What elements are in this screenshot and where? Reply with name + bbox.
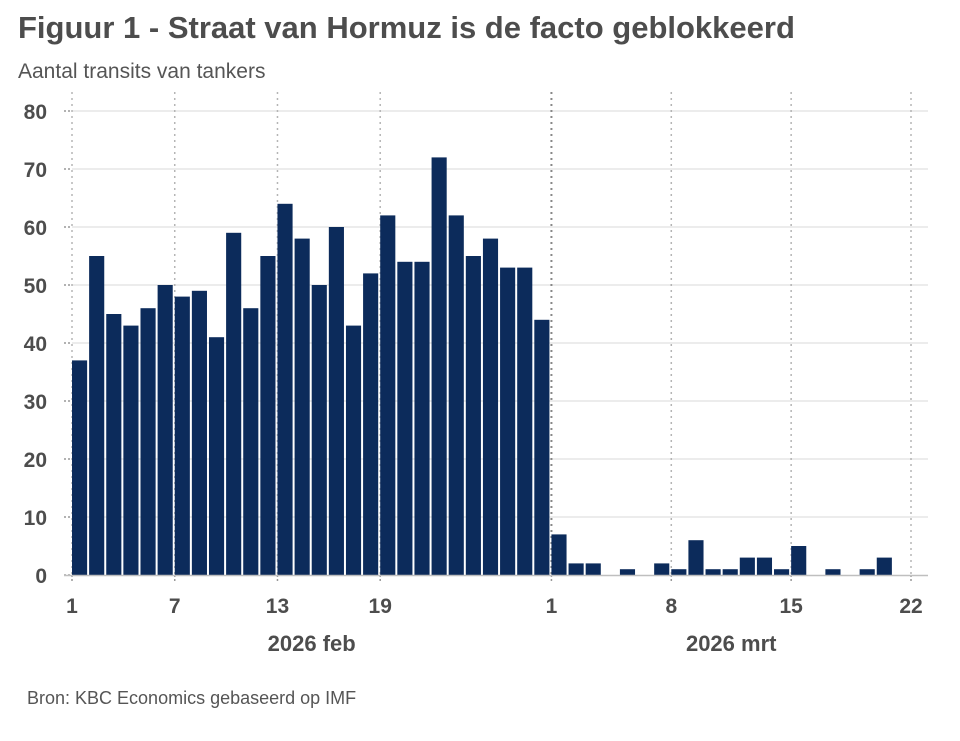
bar bbox=[465, 256, 481, 575]
bar bbox=[277, 203, 293, 576]
bar bbox=[311, 285, 327, 575]
bar bbox=[123, 325, 139, 575]
bar bbox=[414, 261, 430, 575]
bar bbox=[722, 569, 738, 575]
bar bbox=[534, 319, 550, 575]
bar bbox=[654, 563, 670, 575]
y-tick-label: 50 bbox=[24, 275, 47, 298]
y-tick-label: 70 bbox=[24, 159, 47, 182]
bar bbox=[157, 285, 173, 575]
y-tick-label: 60 bbox=[24, 217, 47, 240]
chart-subtitle: Aantal transits van tankers bbox=[18, 60, 266, 83]
bar bbox=[345, 325, 362, 575]
bar bbox=[517, 267, 533, 575]
y-tick-label: 80 bbox=[24, 101, 47, 124]
gridlines bbox=[72, 110, 928, 518]
bar bbox=[174, 296, 190, 575]
bar bbox=[226, 232, 242, 576]
bar bbox=[739, 557, 755, 575]
x-tick-label: 1 bbox=[546, 595, 558, 618]
bar bbox=[825, 569, 841, 575]
bar bbox=[500, 267, 516, 575]
y-tick-label: 40 bbox=[24, 333, 47, 356]
bar bbox=[363, 273, 379, 575]
bar bbox=[551, 534, 567, 575]
x-tick-label: 8 bbox=[665, 595, 677, 618]
bar bbox=[568, 563, 584, 575]
bar bbox=[482, 238, 499, 575]
bar bbox=[208, 337, 225, 575]
x-tick-label: 7 bbox=[169, 595, 181, 618]
bar bbox=[106, 314, 122, 575]
bar bbox=[397, 261, 413, 575]
y-tick-label: 10 bbox=[24, 507, 47, 530]
bar bbox=[859, 569, 875, 575]
y-tick-label: 30 bbox=[24, 391, 47, 414]
x-tick-label: 15 bbox=[779, 595, 803, 618]
bar bbox=[876, 557, 892, 575]
bar bbox=[328, 227, 344, 575]
bar bbox=[448, 215, 464, 575]
bar bbox=[191, 290, 207, 575]
x-tick-label: 1 bbox=[66, 595, 78, 618]
month-label: 2026 feb bbox=[268, 631, 356, 656]
bar bbox=[774, 569, 790, 575]
bar bbox=[140, 308, 156, 575]
bar bbox=[294, 238, 310, 575]
bar bbox=[671, 569, 687, 575]
bar bbox=[380, 215, 396, 575]
y-tick-label: 0 bbox=[35, 565, 47, 588]
bar bbox=[619, 569, 636, 575]
bar bbox=[72, 360, 88, 575]
x-tick-label: 19 bbox=[369, 595, 392, 618]
bar bbox=[260, 256, 276, 575]
bar bbox=[89, 256, 105, 575]
x-tick-label: 22 bbox=[899, 595, 922, 618]
x-tick-label: 13 bbox=[266, 595, 289, 618]
axis-labels: 0 10 20 30 40 50 60 70 80 1 7 13 19 1 8 15 22 2026 feb 202… bbox=[24, 101, 923, 656]
bar bbox=[431, 157, 447, 575]
bars bbox=[72, 157, 892, 576]
axes bbox=[64, 110, 928, 583]
bar bbox=[791, 546, 807, 575]
bar bbox=[243, 308, 259, 575]
bar bbox=[688, 540, 704, 575]
month-label: 2026 mrt bbox=[686, 631, 777, 656]
chart-title: Figuur 1 - Straat van Hormuz is de facto… bbox=[18, 10, 795, 45]
bar bbox=[705, 569, 721, 575]
y-tick-label: 20 bbox=[24, 449, 47, 472]
bar bbox=[756, 557, 773, 575]
bar bbox=[585, 563, 601, 575]
chart-source: Bron: KBC Economics gebaseerd op IMF bbox=[27, 688, 357, 708]
